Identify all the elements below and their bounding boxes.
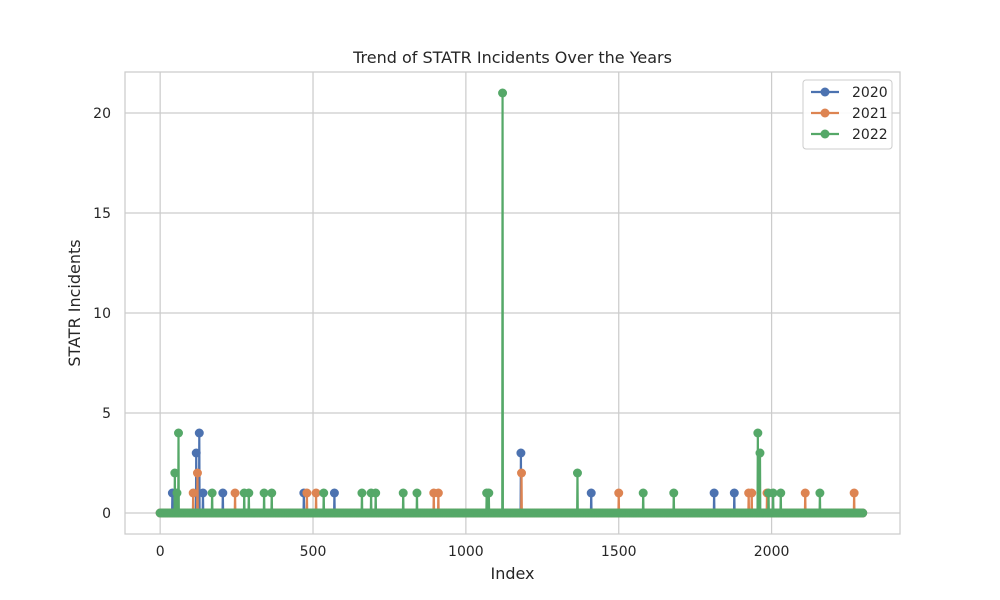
plot-area — [125, 72, 900, 534]
data-point-2022 — [267, 488, 277, 498]
data-point-2021 — [188, 488, 198, 498]
data-point-2020 — [709, 488, 719, 498]
data-point-2020 — [729, 488, 739, 498]
data-point-2020 — [516, 448, 526, 458]
data-point-2021 — [517, 468, 527, 478]
x-tick-label: 2000 — [754, 544, 790, 560]
data-point-2020 — [218, 488, 228, 498]
series-layer — [155, 88, 868, 518]
data-point-2021 — [230, 488, 240, 498]
legend-marker-2022 — [820, 129, 830, 139]
x-tick-label: 500 — [300, 544, 327, 560]
y-tick-label: 20 — [93, 106, 111, 122]
data-point-2020 — [198, 488, 208, 498]
legend-label-2021: 2021 — [852, 106, 888, 122]
y-tick-label: 15 — [93, 206, 111, 222]
y-tick-label: 0 — [102, 506, 111, 522]
data-point-2021 — [311, 488, 321, 498]
legend-item-2020: 2020 — [811, 85, 888, 101]
data-point-2022 — [638, 488, 648, 498]
y-tick-label: 10 — [93, 306, 111, 322]
plot-frame — [124, 71, 901, 535]
legend: 2020 2021 2022 — [802, 79, 893, 150]
data-point-2022 — [815, 488, 825, 498]
data-point-2021 — [849, 488, 859, 498]
data-point-2022 — [753, 428, 763, 438]
data-point-2022 — [170, 468, 180, 478]
chart-title: Trend of STATR Incidents Over the Years — [352, 48, 672, 67]
data-point-2022 — [755, 448, 765, 458]
x-tick-label: 1000 — [448, 544, 484, 560]
tick-labels: 0 500 1000 1500 2000 0 5 10 15 20 — [93, 106, 789, 560]
legend-marker-2021 — [820, 108, 830, 118]
data-point-2020 — [191, 448, 201, 458]
legend-item-2021: 2021 — [811, 106, 888, 122]
x-tick-label: 1500 — [601, 544, 637, 560]
data-point-2022 — [669, 488, 679, 498]
y-tick-label: 5 — [102, 406, 111, 422]
legend-label-2022: 2022 — [852, 127, 888, 143]
data-point-2022 — [207, 488, 217, 498]
data-point-2020 — [586, 488, 596, 498]
data-point-2022 — [319, 488, 329, 498]
data-point-2022 — [259, 488, 269, 498]
legend-item-2022: 2022 — [811, 127, 888, 143]
data-point-2022 — [498, 88, 508, 98]
data-point-2022 — [371, 488, 381, 498]
data-point-2020 — [194, 428, 204, 438]
data-point-2022 — [172, 488, 182, 498]
data-point-2022 — [174, 428, 184, 438]
data-point-2020 — [329, 488, 339, 498]
data-point-2022 — [776, 488, 786, 498]
data-point-2021 — [614, 488, 624, 498]
data-point-2021 — [302, 488, 312, 498]
series-2022 — [155, 88, 868, 518]
data-point-2021 — [192, 468, 202, 478]
data-point-2021 — [747, 488, 757, 498]
data-point-2021 — [433, 488, 443, 498]
x-tick-label: 0 — [156, 544, 165, 560]
data-point-2022 — [244, 488, 254, 498]
legend-marker-2020 — [820, 87, 830, 97]
data-point-2022 — [412, 488, 422, 498]
data-point-2022 — [768, 488, 778, 498]
data-point-2022 — [357, 488, 367, 498]
data-point-2022 — [398, 488, 408, 498]
y-axis-label: STATR Incidents — [65, 239, 84, 366]
zero-point-2022 — [858, 508, 868, 518]
x-axis-label: Index — [490, 564, 534, 583]
data-point-2021 — [800, 488, 810, 498]
legend-label-2020: 2020 — [852, 85, 888, 101]
data-point-2022 — [484, 488, 494, 498]
data-point-2022 — [572, 468, 582, 478]
